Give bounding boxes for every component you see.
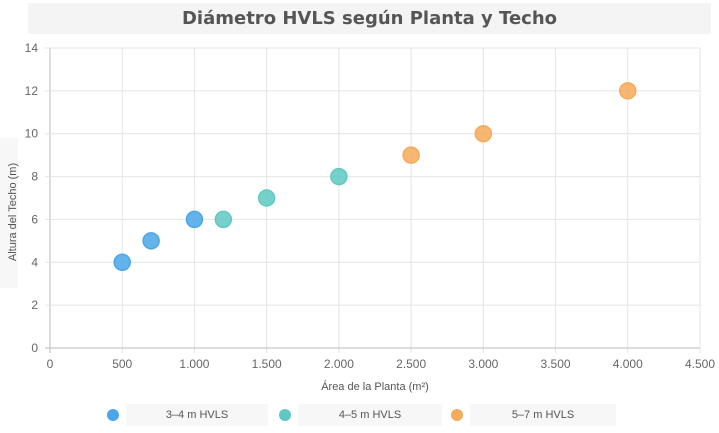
legend-label: 5–7 m HVLS (470, 404, 616, 426)
data-point[interactable] (142, 232, 160, 250)
y-tick-label: 6 (31, 212, 38, 226)
y-axis-title: Altura del Techo (m) (7, 163, 19, 261)
x-tick-label: 1.500 (252, 357, 282, 371)
data-points (113, 82, 637, 272)
x-tick-label: 1.000 (179, 357, 209, 371)
y-tick-label: 4 (31, 255, 38, 269)
legend-label: 4–5 m HVLS (298, 404, 442, 426)
legend: 3–4 m HVLS 4–5 m HVLS 5–7 m HVLS (0, 404, 719, 426)
x-axis-ticks: 0 500 1.000 1.500 2.000 2.500 3.000 3.500 4.000 4… (47, 357, 716, 371)
y-tick-label: 2 (31, 298, 38, 312)
y-axis-title-background (0, 138, 18, 288)
legend-label: 3–4 m HVLS (126, 404, 268, 426)
legend-marker (279, 409, 291, 421)
x-tick-label: 4.500 (685, 357, 715, 371)
y-tick-label: 0 (31, 341, 38, 355)
legend-marker (451, 409, 463, 421)
y-tick-label: 10 (25, 127, 39, 141)
data-point[interactable] (113, 253, 131, 272)
data-point[interactable] (257, 189, 276, 207)
x-tick-label: 3.500 (541, 357, 571, 371)
data-point[interactable] (474, 124, 493, 143)
y-axis-ticks: 0 2 4 6 8 10 12 14 (25, 41, 39, 355)
grid-lines (45, 47, 701, 353)
y-tick-label: 12 (25, 84, 39, 98)
x-tick-label: 500 (112, 357, 132, 371)
chart-title-box: Diámetro HVLS según Planta y Techo (28, 3, 711, 34)
legend-marker (107, 409, 119, 421)
x-tick-label: 3.000 (468, 357, 498, 371)
scatter-chart: 0 500 1.000 1.500 2.000 2.500 3.000 3.500 4.000 4… (7, 41, 716, 393)
x-tick-label: 0 (47, 357, 54, 371)
data-point[interactable] (619, 82, 637, 100)
y-tick-label: 14 (25, 41, 39, 55)
x-tick-label: 2.500 (396, 357, 426, 371)
data-point[interactable] (330, 167, 348, 186)
chart-title: Diámetro HVLS según Planta y Techo (181, 8, 558, 29)
data-point[interactable] (185, 210, 204, 229)
data-point[interactable] (214, 210, 233, 229)
y-tick-label: 8 (31, 170, 38, 184)
x-tick-label: 2.000 (324, 357, 354, 371)
x-tick-label: 4.000 (613, 357, 643, 371)
data-point[interactable] (402, 146, 420, 164)
x-axis-title: Área de la Planta (m²) (321, 380, 429, 393)
